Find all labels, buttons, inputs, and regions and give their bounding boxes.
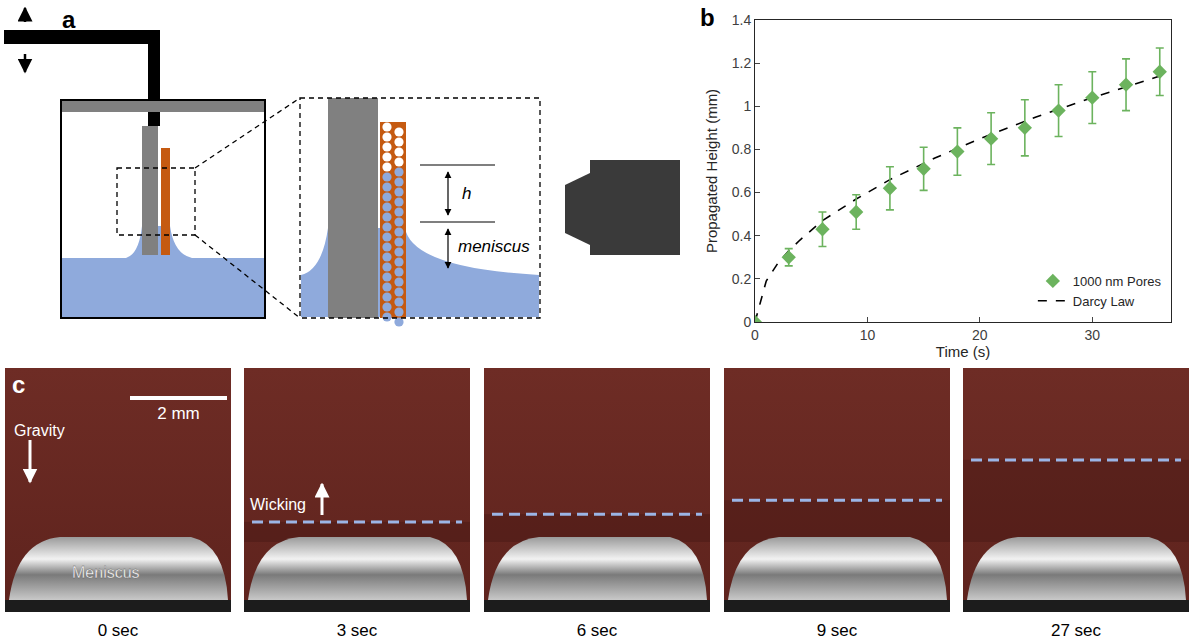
svg-text:6 sec: 6 sec — [577, 621, 618, 640]
svg-text:0 sec: 0 sec — [98, 621, 139, 640]
svg-text:c: c — [12, 371, 25, 398]
svg-text:30: 30 — [1085, 327, 1101, 343]
svg-text:9 sec: 9 sec — [817, 621, 858, 640]
svg-text:0: 0 — [743, 314, 751, 330]
svg-text:1000 nm Pores: 1000 nm Pores — [1073, 274, 1162, 289]
svg-text:h: h — [462, 184, 471, 203]
svg-text:0.6: 0.6 — [732, 184, 752, 200]
svg-text:1.2: 1.2 — [732, 55, 752, 71]
svg-text:0: 0 — [751, 327, 759, 343]
svg-text:20: 20 — [972, 327, 988, 343]
svg-text:Wicking: Wicking — [250, 496, 306, 513]
svg-text:10: 10 — [860, 327, 876, 343]
svg-text:Gravity: Gravity — [14, 422, 65, 439]
svg-text:0.4: 0.4 — [732, 228, 752, 244]
svg-text:3 sec: 3 sec — [337, 621, 378, 640]
svg-text:27 sec: 27 sec — [1051, 621, 1102, 640]
svg-text:2 mm: 2 mm — [157, 404, 200, 423]
svg-text:Darcy Law: Darcy Law — [1073, 294, 1135, 309]
svg-text:b: b — [700, 4, 715, 31]
svg-text:Time (s): Time (s) — [936, 343, 990, 360]
svg-text:0.2: 0.2 — [732, 271, 752, 287]
svg-text:meniscus: meniscus — [458, 237, 530, 256]
svg-text:0.8: 0.8 — [732, 141, 752, 157]
svg-text:1: 1 — [743, 98, 751, 114]
svg-text:1.4: 1.4 — [732, 12, 752, 28]
svg-text:a: a — [62, 6, 76, 33]
svg-text:Meniscus: Meniscus — [72, 564, 140, 581]
svg-text:Propagated Height (mm): Propagated Height (mm) — [703, 89, 720, 253]
